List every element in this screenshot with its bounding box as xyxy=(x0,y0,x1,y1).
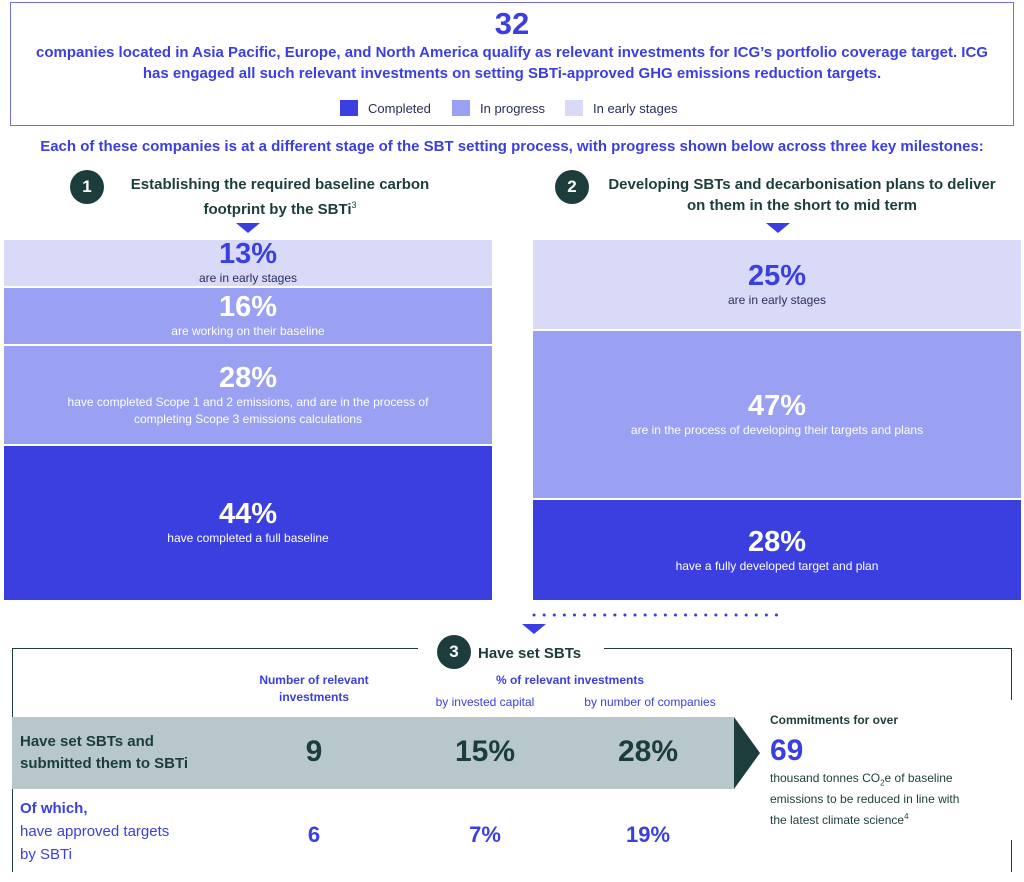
chart1-value-label: 44% xyxy=(218,498,278,531)
col-header-capital: by invested capital xyxy=(435,695,535,709)
chart2-value-label: 28% xyxy=(747,525,807,558)
chart2-value-label: 47% xyxy=(747,390,807,423)
milestone-2-arrow-icon xyxy=(766,223,790,233)
legend-label: In early stages xyxy=(593,100,678,116)
row2-capital: 7% xyxy=(469,822,501,847)
milestone-2-title: Developing SBTs and decarbonisation plan… xyxy=(592,174,1012,216)
summary-box xyxy=(10,2,1014,126)
row-arrow-icon xyxy=(734,717,760,789)
dotted-connector xyxy=(532,613,780,617)
commitment-text: thousand tonnes CO2e of baseline emissio… xyxy=(770,770,1010,829)
commitment-text-pre: thousand tonnes CO xyxy=(770,771,881,785)
intro-text: companies located in Asia Pacific, Europ… xyxy=(36,44,988,82)
chart1-value-label: 16% xyxy=(218,291,278,324)
legend-completed: Completed xyxy=(340,99,431,117)
legend-in-progress: In progress xyxy=(452,99,545,117)
row1-number: 9 xyxy=(305,735,323,768)
table-row xyxy=(12,717,734,789)
row2-label-line1: Of which, xyxy=(20,800,88,817)
milestone-3-badge: 3 xyxy=(437,635,471,669)
baseline-stacked-bar: 13% are in early stages 16% are working … xyxy=(4,238,492,600)
commitment-text-post: e of baseline xyxy=(884,771,953,785)
chart2-segment-developing: 47% are in the process of developing the… xyxy=(533,331,1021,499)
row2-number: 6 xyxy=(307,822,321,847)
chart1-segment-scope3: 28% have completed Scope 1 and 2 emissio… xyxy=(4,345,492,444)
row1-label-line2: submitted them to SBTi xyxy=(20,755,189,772)
legend-early: In early stages xyxy=(565,99,678,117)
milestone-1-title-line2: footprint by the SBTi xyxy=(203,201,352,218)
row2-companies: 19% xyxy=(625,822,671,847)
chart1-value-label: 13% xyxy=(218,238,278,271)
milestone-2-title-line1: Developing SBTs and decarbonisation plan… xyxy=(608,176,996,193)
milestone-1-arrow-icon xyxy=(236,223,260,233)
chart1-segment-early: 13% are in early stages xyxy=(4,238,492,286)
footnote-4: 4 xyxy=(904,812,909,822)
chart2-desc: are in early stages xyxy=(727,293,827,307)
commitment-sub: 2 xyxy=(880,778,885,788)
milestone-3-arrow-icon xyxy=(522,624,546,634)
milestone-2-title-line2: on them in the short to mid term xyxy=(686,197,917,214)
milestone-1-title: Establishing the required baseline carbo… xyxy=(110,174,450,220)
chart2-segment-completed: 28% have a fully developed target and pl… xyxy=(533,500,1021,600)
chart1-desc: have completed Scope 1 and 2 emissions, … xyxy=(67,394,429,426)
chart1-value-label: 28% xyxy=(218,361,278,394)
sbt-plan-stacked-bar: 25% are in early stages 47% are in the p… xyxy=(533,240,1021,600)
row1-capital: 15% xyxy=(454,735,516,768)
row1-label-line1: Have set SBTs and xyxy=(20,733,154,750)
row2-label-line3: by SBTi xyxy=(20,846,72,863)
chart1-desc: are in early stages xyxy=(198,271,298,286)
row2-label-line2: have approved targets xyxy=(20,823,170,840)
milestone-3-title: Have set SBTs xyxy=(478,645,582,662)
chart1-segment-completed: 44% have completed a full baseline xyxy=(4,445,492,600)
row1-companies: 28% xyxy=(617,735,679,768)
commitment-text-line3: the latest climate science xyxy=(770,813,905,828)
legend-swatch-in-progress xyxy=(452,100,470,116)
legend-label: Completed xyxy=(368,100,431,116)
chart2-value-label: 25% xyxy=(747,260,807,292)
col-header-number: Number of relevant investments xyxy=(259,673,369,704)
footnote-3: 3 xyxy=(351,200,357,210)
row2-label: Of which, have approved targets by SBTi xyxy=(20,797,169,866)
subheading: Each of these companies is at a differen… xyxy=(40,138,984,155)
company-count: 32 xyxy=(494,6,530,41)
commitment-backdrop xyxy=(762,700,1014,840)
col-header-companies: by number of companies xyxy=(584,695,716,709)
chart1-segment-working: 16% are working on their baseline xyxy=(4,287,492,344)
commitment-title: Commitments for over xyxy=(770,713,899,727)
milestone-1-badge: 1 xyxy=(70,170,104,204)
legend-label: In progress xyxy=(480,100,546,116)
commitment-text-line2: emissions to be reduced in line with xyxy=(770,792,960,807)
legend-swatch-early xyxy=(565,100,583,116)
chart2-segment-early: 25% are in early stages xyxy=(533,240,1021,329)
chart2-desc: are in the process of developing their t… xyxy=(630,423,924,438)
chart1-desc: are working on their baseline xyxy=(171,324,325,339)
chart2-desc: have a fully developed target and plan xyxy=(675,558,879,573)
milestone-1-title-line1: Establishing the required baseline carbo… xyxy=(130,176,430,193)
chart1-desc: have completed a full baseline xyxy=(167,531,329,546)
commitment-value: 69 xyxy=(770,734,804,767)
milestone-2-badge: 2 xyxy=(555,170,589,204)
row1-label: Have set SBTs and submitted them to SBTi xyxy=(20,731,188,775)
col-header-pct: % of relevant investments xyxy=(495,673,645,687)
legend-swatch-completed xyxy=(340,100,358,116)
